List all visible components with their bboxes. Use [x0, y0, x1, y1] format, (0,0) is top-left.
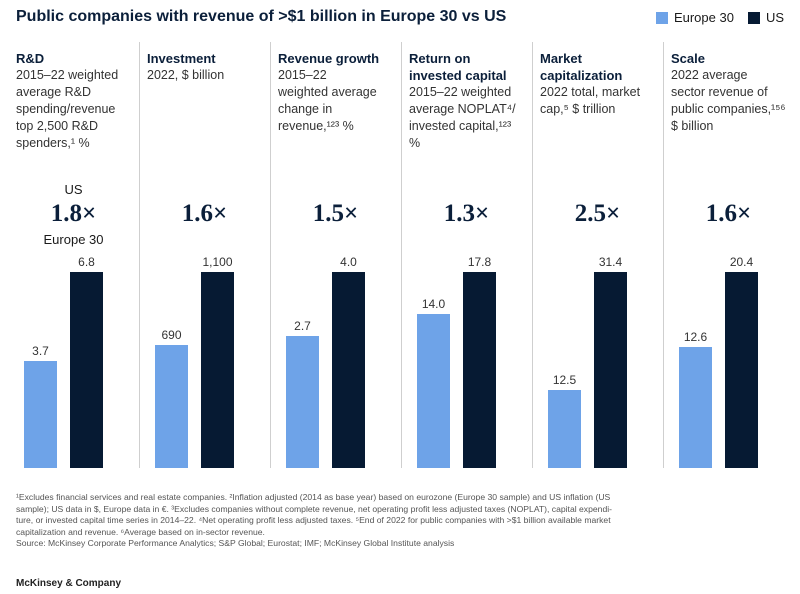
legend-item-europe30: Europe 30: [655, 10, 734, 25]
legend-item-us: US: [747, 10, 784, 25]
bar-value-label: 2.7: [294, 319, 311, 333]
legend-swatch-europe30: [655, 11, 668, 24]
bar-us-investment: [201, 272, 234, 468]
footnote-line: sample); US data in $, Europe data in €.…: [16, 503, 612, 514]
panel-subtitle-line: change in: [278, 102, 333, 116]
chart-panel-market-capitalization: Market capitalization 2022 total, market c…: [532, 42, 663, 468]
panel-divider: [663, 42, 664, 468]
panel-subtitle-line: spenders,¹ %: [16, 136, 90, 150]
bar-eu-scale: [679, 347, 712, 468]
footnote-line: ture, or invested capital time series in…: [16, 515, 611, 525]
panel-ratio: 2.5×: [574, 200, 621, 227]
bar-us-market-capitalization: [594, 272, 627, 468]
bar-value-label: 31.4: [598, 255, 623, 269]
panel-subtitle-line: average NOPLAT⁴/: [409, 102, 516, 116]
panel-title: Scale: [671, 51, 705, 66]
panel-subtitle: 2015–22 weighted average NOPLAT⁴/invested…: [409, 84, 528, 152]
legend-label-europe30: Europe 30: [673, 10, 734, 25]
bar-value-label: 1,100: [202, 255, 233, 269]
bar-us-revenue-growth: [332, 272, 365, 468]
panel-subtitle-line: public companies,¹⁵⁶: [671, 102, 786, 116]
panel-subtitle-line: invested capital,¹²³: [409, 119, 512, 133]
source-line: Source: McKinsey Corporate Performance A…: [16, 538, 455, 548]
chart-panel-return-on-invested-capital: Return on invested capital 2015–22 weight…: [401, 42, 532, 468]
brand-logo-text: McKinsey & Company: [16, 578, 122, 589]
panel-subtitle-line: $ billion: [671, 119, 714, 133]
panel-subtitle-line: spending/revenue: [16, 102, 116, 116]
panel-subtitle-line: revenue,¹²³ %: [278, 119, 354, 133]
legend: Europe 30 US: [642, 10, 784, 25]
panel-subtitle-line: %: [409, 136, 421, 150]
bar-value-label: 12.5: [552, 373, 577, 387]
panel-divider: [532, 42, 533, 468]
footnote-line: ¹Excludes financial services and real es…: [16, 492, 611, 502]
panel-subtitle-line: average R&D: [16, 85, 92, 99]
panel-subtitle: 2022, $ billion: [147, 67, 266, 84]
panel-subtitle-line: 2022, $ billion: [147, 68, 225, 82]
panel-subtitle: 2015–22 weighted average change in revenue,…: [278, 67, 397, 135]
legend-label-us: US: [765, 10, 784, 25]
bar-value-label: 20.4: [729, 255, 754, 269]
panel-title: Investment: [147, 51, 216, 66]
chart-panel-r-d: R&D 2015–22 weighted average R&D spending/r…: [8, 42, 139, 468]
panel-ratio: 1.6×: [705, 200, 752, 227]
panel-subtitle-line: sector revenue of: [671, 85, 768, 99]
panel-subtitle-line: 2015–22 weighted: [409, 85, 512, 99]
chart-panel-scale: Scale 2022 average sector revenue of public…: [663, 42, 794, 468]
panel-ratio: 1.5×: [312, 200, 359, 227]
bar-eu-return-on-invested-capital: [417, 314, 450, 468]
bar-eu-r-d: [24, 361, 57, 468]
chart-panels: R&D 2015–22 weighted average R&D spending/r…: [8, 42, 794, 468]
footnotes: ¹Excludes financial services and real es…: [16, 492, 786, 550]
bar-value-label: 12.6: [683, 330, 708, 344]
chart-panel-revenue-growth: Revenue growth 2015–22 weighted average cha…: [270, 42, 401, 468]
bar-value-label: 6.8: [78, 255, 95, 269]
panel-title: Market capitalization: [540, 51, 623, 83]
bar-value-label: 17.8: [467, 255, 492, 269]
ratio-top-label: US: [64, 182, 83, 197]
bar-eu-investment: [155, 345, 188, 468]
panel-ratio: 1.6×: [181, 200, 228, 227]
panel-divider: [139, 42, 140, 468]
panel-ratio: 1.3×: [443, 200, 490, 227]
bar-us-return-on-invested-capital: [463, 272, 496, 468]
bar-eu-revenue-growth: [286, 336, 319, 468]
bar-eu-market-capitalization: [548, 390, 581, 468]
bar-value-label: 690: [161, 328, 182, 342]
panel-divider: [401, 42, 402, 468]
bar-us-scale: [725, 272, 758, 468]
legend-swatch-us: [747, 11, 760, 24]
footnote-line: capitalization and revenue. ⁶Average bas…: [16, 526, 265, 537]
panel-subtitle: 2022 average sector revenue of public comp…: [671, 67, 790, 135]
bar-value-label: 14.0: [421, 297, 446, 311]
panel-title: Return on invested capital: [409, 51, 507, 83]
chart-title: Public companies with revenue of >$1 bil…: [16, 8, 507, 25]
panel-divider: [270, 42, 271, 468]
panel-title: R&D: [16, 51, 45, 66]
panel-title: Revenue growth: [278, 51, 380, 66]
bar-value-label: 4.0: [340, 255, 357, 269]
panel-subtitle: 2022 total, market cap,⁵ $ trillion: [540, 84, 659, 118]
panel-subtitle-line: cap,⁵ $ trillion: [540, 102, 616, 116]
panel-subtitle-line: 2022 average: [671, 68, 748, 82]
panel-subtitle-line: 2022 total, market: [540, 85, 641, 99]
panel-subtitle-line: top 2,500 R&D: [16, 119, 98, 133]
panel-subtitle-line: weighted average: [278, 85, 377, 99]
bar-value-label: 3.7: [32, 344, 49, 358]
chart-panel-investment: Investment 2022, $ billion 1.6× 690 1,100: [139, 42, 270, 468]
panel-subtitle-line: 2015–22: [278, 68, 327, 82]
ratio-bottom-label: Europe 30: [43, 232, 104, 247]
panel-subtitle: 2015–22 weighted average R&D spending/reve…: [16, 67, 135, 152]
panel-subtitle-line: 2015–22 weighted: [16, 68, 119, 82]
panel-ratio: 1.8×: [50, 200, 97, 227]
bar-us-r-d: [70, 272, 103, 468]
